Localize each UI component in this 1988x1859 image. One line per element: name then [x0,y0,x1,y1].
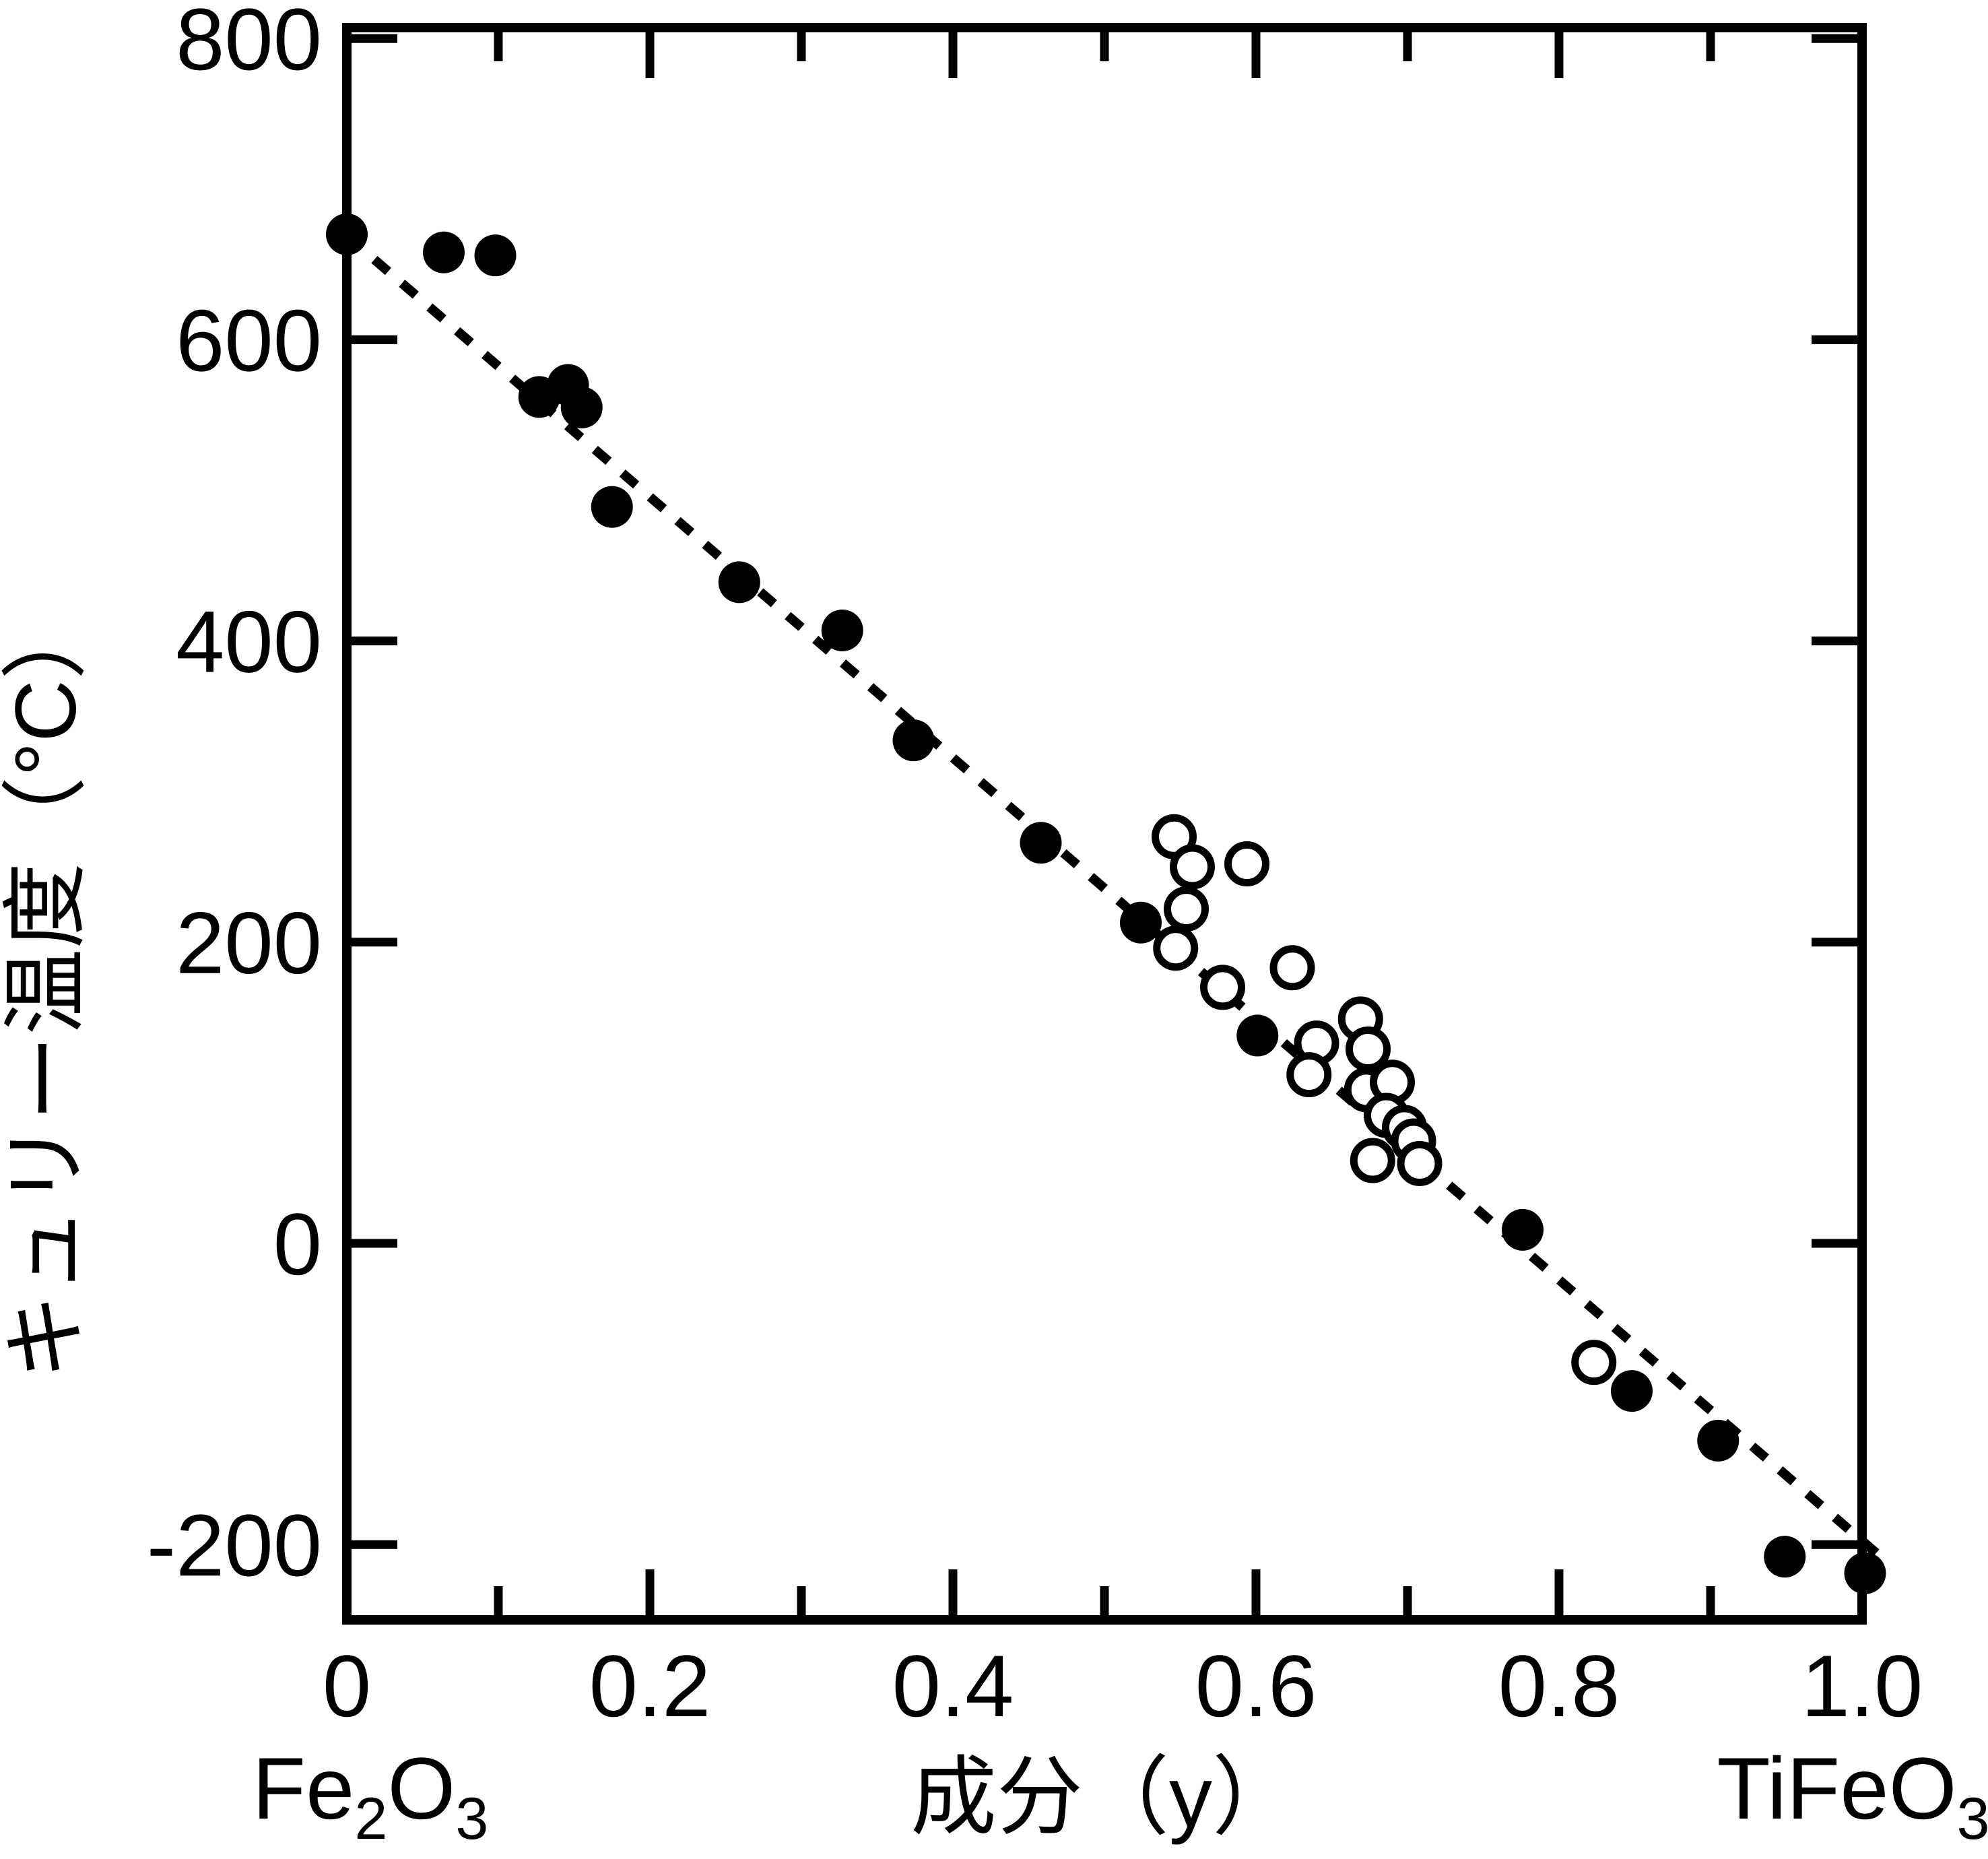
filled-data-point [892,719,935,762]
open-data-point [1286,1052,1332,1098]
x-axis-endmember-right: TiFeO3 [1717,1739,1988,1852]
open-data-point [1200,965,1245,1010]
x-tick-label: 0.6 [1195,1637,1317,1735]
open-data-point [1346,1026,1391,1072]
filled-data-point [1236,1014,1279,1057]
filled-data-point [474,234,517,277]
filled-data-point [423,231,465,273]
filled-data-point [1020,822,1062,864]
x-axis-title: 成分（y） [910,1749,1298,1846]
open-data-point [1397,1140,1443,1186]
y-tick-label: -200 [147,1496,322,1594]
open-data-point [1224,841,1269,887]
filled-data-point [1697,1419,1740,1462]
filled-data-point [1502,1208,1544,1251]
filled-data-point [1120,901,1162,944]
y-tick-label: 600 [176,291,322,389]
x-tick-label: 0.8 [1498,1637,1620,1735]
filled-data-point [326,213,368,255]
y-tick-label: 400 [176,593,322,691]
open-data-point [1269,945,1315,991]
open-data-point [1153,925,1199,971]
x-tick-label: 0.4 [892,1637,1014,1735]
open-data-point [1170,844,1215,890]
open-series-layer [1152,814,1617,1385]
open-data-point [1350,1138,1395,1183]
filled-data-point [560,387,603,429]
filled-data-point [591,486,633,528]
filled-data-point [1611,1370,1653,1412]
open-data-point [1571,1340,1617,1385]
x-tick-labels: 0 0.2 0.4 0.6 0.8 1.0 [323,1637,1923,1735]
x-axis-endmember-left: Fe2O3 [253,1739,489,1852]
filled-data-point [718,561,760,604]
filled-data-point [1764,1536,1806,1578]
filled-data-point [1844,1552,1886,1594]
y-axis-title: キュリー温度（°C） [0,593,94,1380]
filled-data-point [821,609,863,651]
y-tick-label: 200 [176,894,322,992]
x-tick-label: 1.0 [1801,1637,1923,1735]
open-data-point [1164,886,1209,932]
y-tick-label: 800 [176,0,322,88]
x-tick-label: 0.2 [589,1637,711,1735]
trend-line [343,232,1882,1559]
axis-ticks-layer [342,28,1867,1620]
y-tick-label: 0 [273,1195,322,1293]
y-tick-labels: 800 600 400 200 0 -200 [147,0,322,1594]
trend-line-layer [343,232,1882,1559]
x-tick-label: 0 [323,1637,371,1735]
filled-series-layer [326,213,1886,1594]
